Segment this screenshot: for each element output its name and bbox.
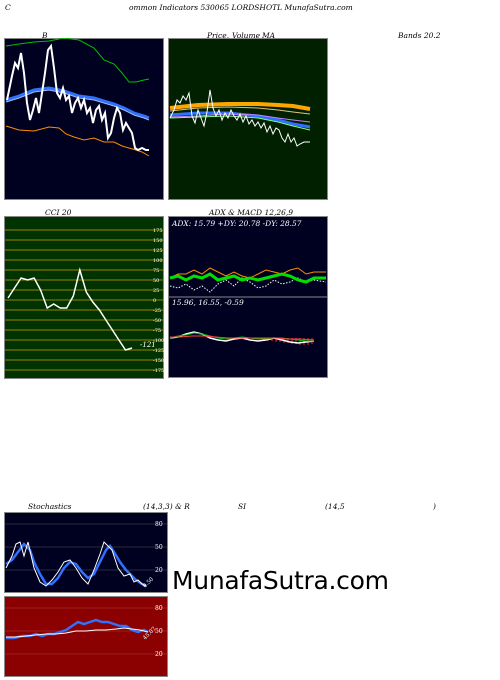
header-title: ommon Indicators 530065 LORDSHOTL Munafa… xyxy=(129,3,353,12)
cci-axis-label: -150 xyxy=(153,358,164,364)
price-ma-chart xyxy=(168,38,328,200)
bollinger-title: B xyxy=(42,31,48,40)
rsi-chart: 80 50 20 45.07 xyxy=(4,596,168,677)
cci-chart: 175 150 125 100 75 50 25 0 -25 -50 -75 -100 -125 -150… xyxy=(4,216,164,379)
cci-axis-label: -175 xyxy=(153,368,164,374)
stoch-axis-20: 20 xyxy=(155,567,163,574)
cci-axis-label: 0 xyxy=(153,298,156,304)
adx-macd-chart: ADX: 15.79 +DY: 20.78 -DY: 28.57 15.96, … xyxy=(168,216,328,379)
cci-axis-label: 100 xyxy=(153,258,163,264)
bollinger-chart xyxy=(4,38,164,200)
cci-axis-label: 150 xyxy=(153,238,163,244)
cci-series-line xyxy=(7,267,133,351)
cci-axis-label: -100 xyxy=(153,338,164,344)
stochastics-chart: 80 50 20 0.50 xyxy=(4,512,168,593)
rsi-axis-80: 80 xyxy=(155,605,163,612)
stoch-title: Stochastics xyxy=(28,502,72,511)
rsi-axis-50: 50 xyxy=(155,628,163,635)
cci-current-value: -121 xyxy=(140,341,156,349)
stoch-axis-80: 80 xyxy=(155,521,163,528)
stoch-axis-50: 50 xyxy=(155,544,163,551)
cci-axis-label: 125 xyxy=(153,248,163,254)
macd-values: 15.96, 16.55, -0.59 xyxy=(172,298,244,307)
adx-values: ADX: 15.79 +DY: 20.78 -DY: 28.57 xyxy=(171,219,302,228)
rsi-params: (14,5 xyxy=(325,502,345,511)
cci-axis-label: 50 xyxy=(153,278,159,284)
volume-title: Volume xyxy=(232,31,261,40)
cci-axis-label: 175 xyxy=(153,228,163,234)
rsi-title: SI xyxy=(238,502,247,511)
watermark: MunafaSutra.com xyxy=(172,566,389,595)
rsi-axis-20: 20 xyxy=(155,651,163,658)
cci-axis-label: -25 xyxy=(153,308,161,314)
adx-macd-title: ADX & MACD 12,26,9 xyxy=(209,208,294,217)
bollinger-right-title: Bands 20.2 xyxy=(398,31,441,40)
header-left: C xyxy=(5,3,11,12)
stoch-params: (14,3,3) & R xyxy=(143,502,190,511)
cci-axis-label: -50 xyxy=(153,318,161,324)
cci-axis-label: 25 xyxy=(153,288,159,294)
cci-axis-label: -125 xyxy=(153,348,164,354)
price-title: Price, xyxy=(207,31,230,40)
ma-title: MA xyxy=(262,31,276,40)
cci-axis-label: -75 xyxy=(153,328,161,334)
cci-title: CCI 20 xyxy=(45,208,72,217)
cci-axis-label: 75 xyxy=(153,268,159,274)
rsi-close-paren: ) xyxy=(433,502,436,511)
